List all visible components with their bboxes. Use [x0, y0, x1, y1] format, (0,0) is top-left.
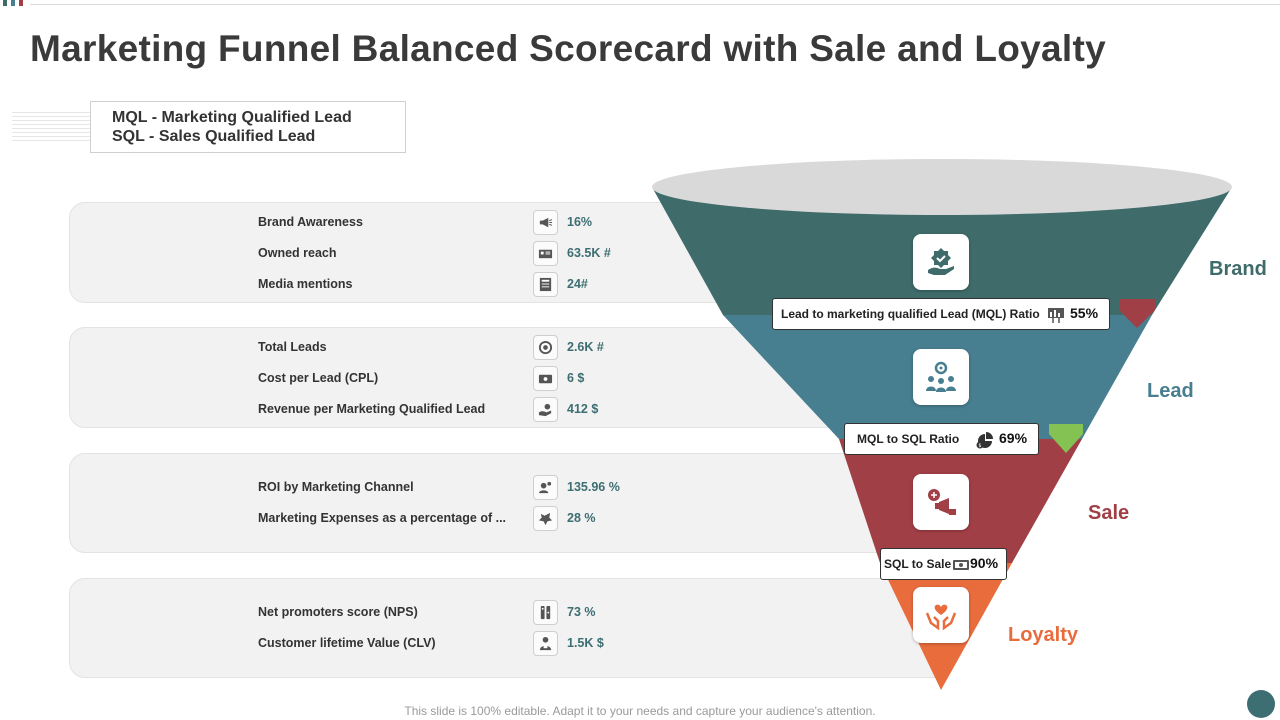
- ratio-label: Lead to marketing qualified Lead (MQL) R…: [781, 307, 1040, 321]
- metric-row: Media mentions 24#: [258, 272, 818, 298]
- metric-label: Cost per Lead (CPL): [258, 371, 379, 385]
- footer-note: This slide is 100% editable. Adapt it to…: [404, 704, 876, 718]
- ratio-value: 90%: [970, 555, 999, 571]
- abbreviation-legend: MQL - Marketing Qualified Lead SQL - Sal…: [90, 101, 406, 153]
- sale-ratio-box: SQL to Sale 90%: [880, 548, 1007, 580]
- metric-value: 1.5K $: [567, 636, 604, 650]
- metric-row: Revenue per Marketing Qualified Lead 412…: [258, 397, 818, 423]
- metric-label: Owned reach: [258, 246, 337, 260]
- pie-icon: $: [976, 432, 993, 449]
- brand-stage-icon-tile: [913, 234, 969, 290]
- ratio-value: 55%: [1070, 305, 1099, 321]
- stage-label-brand: Brand: [1209, 258, 1267, 280]
- team-gear-icon: [926, 361, 956, 392]
- hands-heart-icon: [925, 604, 957, 631]
- metric-label: Media mentions: [258, 277, 353, 291]
- marketing-funnel: Lead to marketing qualified Lead (MQL) R…: [640, 150, 1280, 710]
- loyalty-metrics-panel: Net promoters score (NPS) 73 % Customer …: [69, 578, 949, 678]
- svg-text:$: $: [978, 443, 981, 449]
- metric-label: Total Leads: [258, 340, 327, 354]
- stage-label-sale: Sale: [1088, 502, 1130, 524]
- metric-label: Revenue per Marketing Qualified Lead: [258, 402, 486, 416]
- money-hand-icon: [533, 397, 558, 422]
- metric-row: Brand Awareness 16%: [258, 210, 818, 236]
- metric-label: Marketing Expenses as a percentage of ..…: [258, 511, 507, 525]
- top-divider: [30, 4, 1280, 5]
- funnel-rim: [652, 159, 1232, 215]
- legend-mql: MQL - Marketing Qualified Lead: [112, 109, 352, 126]
- sale-stage-icon-tile: [913, 474, 969, 530]
- cash-icon: [953, 560, 969, 570]
- metric-row: Customer lifetime Value (CLV) 1.5K $: [258, 631, 818, 657]
- corner-decoration: [1247, 690, 1275, 718]
- megaphone-icon: [533, 210, 558, 235]
- metric-row: Total Leads 2.6K #: [258, 335, 818, 361]
- stage-label-loyalty: Loyalty: [1008, 624, 1079, 646]
- metric-value: 16%: [567, 215, 593, 229]
- metric-value: 135.96 %: [567, 480, 620, 494]
- mql-ratio-box: Lead to marketing qualified Lead (MQL) R…: [772, 298, 1110, 330]
- roi-icon: [533, 475, 558, 500]
- lead-stage-icon-tile: [913, 349, 969, 405]
- metric-label: ROI by Marketing Channel: [258, 480, 414, 494]
- nps-icon: [533, 600, 558, 625]
- metric-value: 73 %: [567, 605, 596, 619]
- expense-icon: [533, 506, 558, 531]
- metric-value: 28 %: [567, 511, 596, 525]
- metric-value: 24#: [567, 277, 588, 291]
- clv-icon: [533, 631, 558, 656]
- metric-row: Net promoters score (NPS) 73 %: [258, 600, 818, 626]
- down-arrow-green: [1049, 424, 1083, 453]
- metric-label: Customer lifetime Value (CLV): [258, 636, 436, 650]
- metric-value: 2.6K #: [567, 340, 604, 354]
- sale-megaphone-icon: [928, 489, 956, 515]
- legend-sql: SQL - Sales Qualified Lead: [112, 128, 316, 145]
- metric-row: ROI by Marketing Channel 135.96 %: [258, 475, 818, 501]
- metric-row: Marketing Expenses as a percentage of ..…: [258, 506, 818, 532]
- hand-badge-icon: [928, 248, 954, 275]
- decorative-dots: [3, 0, 29, 6]
- chart-icon: [1048, 308, 1064, 323]
- ratio-label: MQL to SQL Ratio: [857, 432, 960, 446]
- decorative-stripes: [12, 112, 92, 142]
- reach-icon: [533, 241, 558, 266]
- metric-value: 6 $: [567, 371, 585, 385]
- sql-ratio-box: MQL to SQL Ratio $ 69%: [844, 423, 1039, 455]
- metric-row: Cost per Lead (CPL) 6 $: [258, 366, 818, 392]
- metric-row: Owned reach 63.5K #: [258, 241, 818, 267]
- ratio-value: 69%: [999, 430, 1028, 446]
- loyalty-stage-icon-tile: [913, 587, 969, 643]
- metric-label: Net promoters score (NPS): [258, 605, 418, 619]
- stage-label-lead: Lead: [1147, 380, 1194, 402]
- cash-icon: [533, 366, 558, 391]
- down-arrow-red: [1119, 299, 1155, 328]
- page-title: Marketing Funnel Balanced Scorecard with…: [30, 28, 1106, 69]
- metric-value: 63.5K #: [567, 246, 611, 260]
- metric-label: Brand Awareness: [258, 215, 363, 229]
- newspaper-icon: [533, 272, 558, 297]
- ratio-label: SQL to Sale: [884, 557, 952, 571]
- metric-value: 412 $: [567, 402, 599, 416]
- leads-gear-icon: [533, 335, 558, 360]
